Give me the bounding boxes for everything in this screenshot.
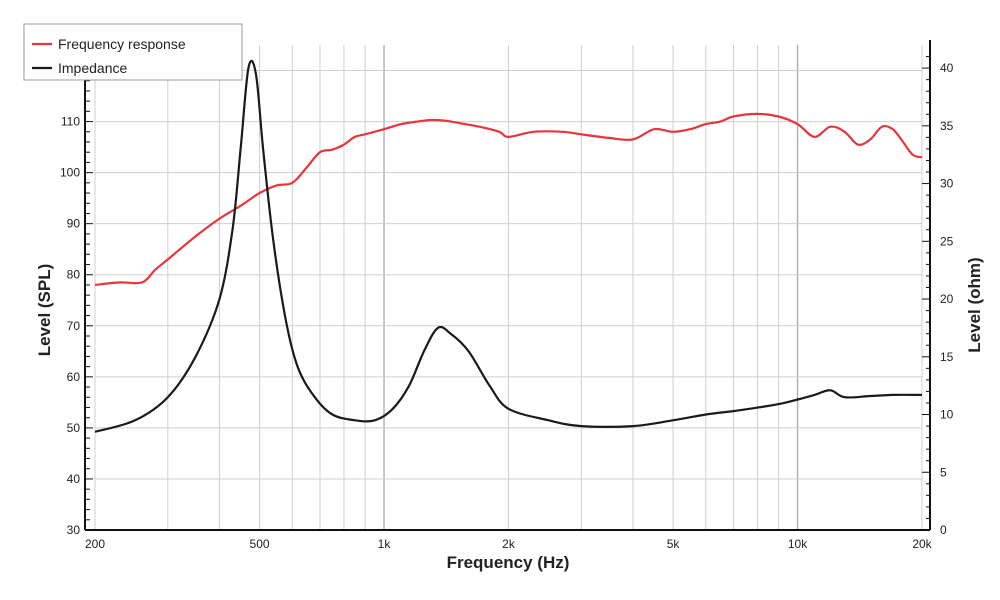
- impedance-line: [94, 59, 923, 433]
- legend-label-frequency-response: Frequency response: [58, 36, 186, 52]
- legend-label-impedance: Impedance: [58, 60, 127, 76]
- x-tick-label: 2k: [502, 537, 516, 551]
- x-axis-title: Frequency (Hz): [447, 553, 570, 572]
- series-layer: [94, 59, 923, 433]
- legend-box: [23, 23, 243, 81]
- y-left-tick-label: 50: [67, 421, 81, 435]
- y-left-tick-label: 30: [67, 523, 81, 537]
- y-left-tick-label: 80: [67, 268, 81, 282]
- x-tick-label: 200: [85, 537, 105, 551]
- y-right-tick-label: 20: [940, 292, 954, 306]
- ticks: 2005001k2k5k10k20k3040506070809010011012…: [60, 61, 954, 551]
- x-tick-label: 500: [250, 537, 270, 551]
- y-left-tick-label: 90: [67, 217, 81, 231]
- y-left-tick-label: 100: [60, 166, 80, 180]
- x-tick-label: 20k: [912, 537, 932, 551]
- legend: Frequency response Impedance: [23, 23, 243, 81]
- y-left-tick-label: 40: [67, 472, 81, 486]
- y-right-tick-label: 5: [940, 465, 947, 479]
- y-axis-right-title: Level (ohm): [965, 257, 984, 352]
- frequency-response-line: [94, 112, 923, 286]
- x-tick-label: 5k: [667, 537, 681, 551]
- y-right-tick-label: 30: [940, 177, 954, 191]
- grid: [94, 45, 923, 531]
- x-tick-label: 1k: [378, 537, 392, 551]
- y-left-tick-label: 60: [67, 370, 81, 384]
- x-tick-label: 10k: [788, 537, 808, 551]
- y-right-tick-label: 15: [940, 350, 954, 364]
- y-right-tick-label: 40: [940, 61, 954, 75]
- y-axis-left-title: Level (SPL): [35, 264, 54, 357]
- y-right-tick-label: 35: [940, 119, 954, 133]
- y-left-tick-label: 70: [67, 319, 81, 333]
- y-right-tick-label: 10: [940, 408, 954, 422]
- y-right-tick-label: 25: [940, 234, 954, 248]
- y-right-tick-label: 0: [940, 523, 947, 537]
- y-left-tick-label: 110: [61, 115, 80, 129]
- axes: [84, 40, 931, 531]
